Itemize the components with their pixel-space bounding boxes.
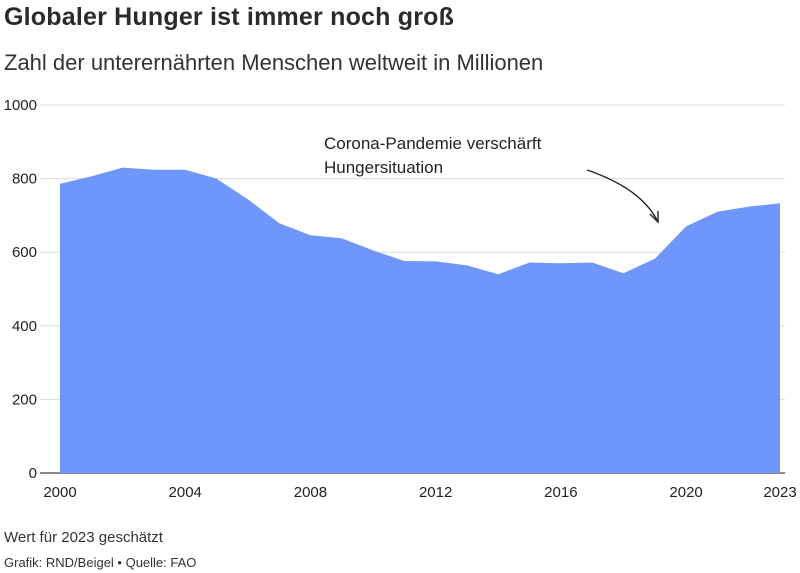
x-tick-label: 2000 [43, 484, 76, 501]
area-chart: 0 200 400 600 800 1000 2000 2004 2008 2012 2016 20… [4, 97, 797, 501]
chart-title: Globaler Hunger ist immer noch groß [4, 3, 455, 31]
annotation-arrow [586, 169, 658, 221]
y-tick-label: 600 [12, 244, 37, 261]
undernourished-area-series [60, 167, 780, 473]
annotation-arrowhead [649, 211, 659, 224]
y-tick-label: 1000 [4, 97, 37, 114]
y-tick-label: 0 [29, 465, 37, 482]
x-tick-label: 2023 [763, 484, 796, 501]
chart-subtitle: Zahl der unterernährten Menschen weltwei… [4, 50, 544, 75]
x-tick-label: 2012 [419, 484, 452, 501]
footnote: Wert für 2023 geschätzt [4, 529, 163, 546]
x-tick-label: 2008 [294, 484, 327, 501]
annotation-line-2: Hungersituation [324, 158, 443, 177]
y-tick-label: 400 [12, 318, 37, 335]
y-tick-label: 200 [12, 391, 37, 408]
y-tick-label: 800 [12, 171, 37, 188]
x-tick-label: 2004 [169, 484, 202, 501]
x-tick-label: 2016 [544, 484, 577, 501]
x-tick-label: 2020 [669, 484, 702, 501]
annotation-line-1: Corona-Pandemie verschärft [324, 134, 542, 153]
source-credit: Grafik: RND/Beigel • Quelle: FAO [4, 555, 197, 570]
